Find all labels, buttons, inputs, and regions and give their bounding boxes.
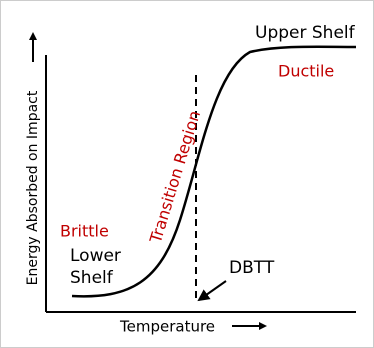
x-label: Temperature <box>119 318 215 336</box>
lower-shelf: Lower <box>70 246 121 266</box>
ductile: Ductile <box>278 62 334 81</box>
upper-shelf: Upper Shelf <box>255 23 356 43</box>
dbtt-arrow <box>197 280 227 302</box>
y-label: Energy Absorbed on Impact <box>25 90 41 285</box>
dbtt: DBTT <box>229 258 275 278</box>
lower-shelf: Shelf <box>70 268 114 288</box>
brittle: Brittle <box>60 222 109 241</box>
curve <box>71 45 357 298</box>
